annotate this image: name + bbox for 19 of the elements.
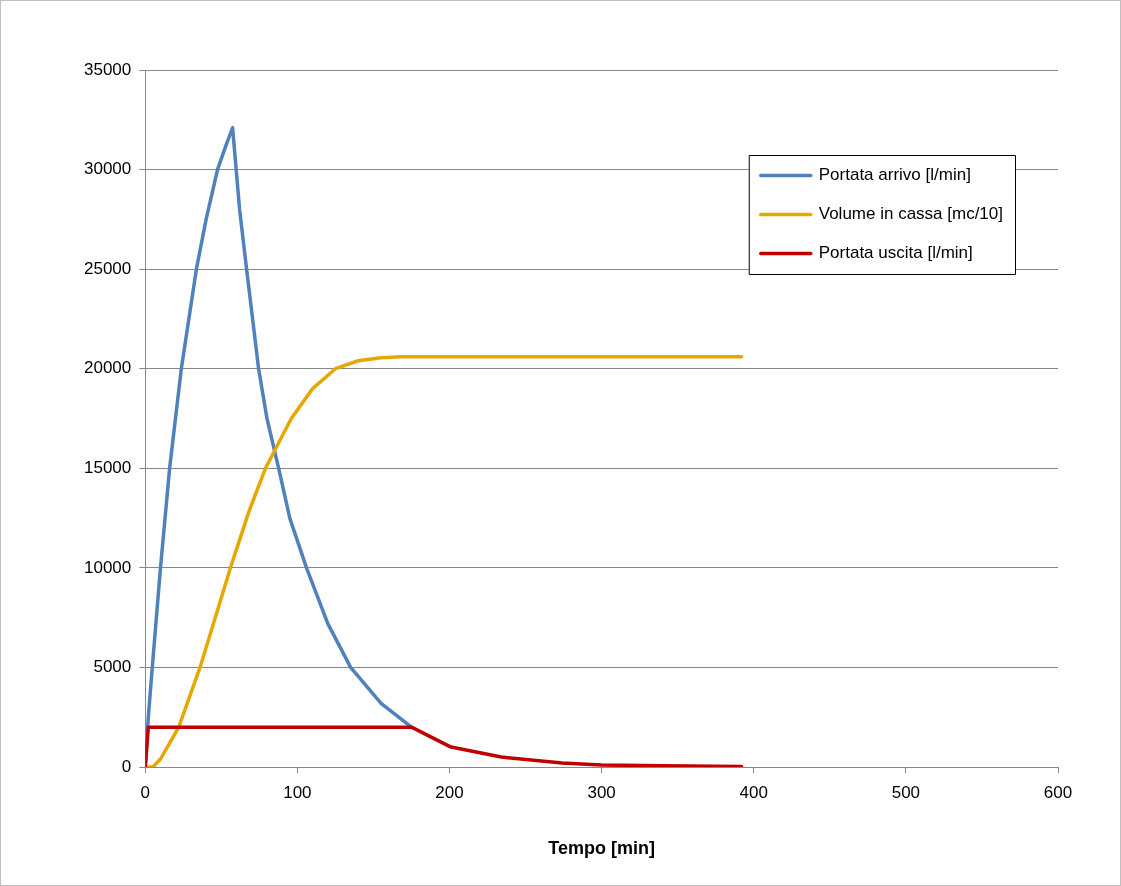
y-tick-label: 30000 xyxy=(83,159,132,179)
y-tick-label: 15000 xyxy=(83,457,132,477)
x-axis-title: Tempo [min] xyxy=(548,838,655,859)
y-tick-label: 20000 xyxy=(83,358,132,378)
x-tick-label: 600 xyxy=(1043,782,1073,802)
x-tick-label: 200 xyxy=(435,782,464,802)
y-tick-label: 10000 xyxy=(83,557,132,577)
y-tick-label: 35000 xyxy=(83,59,132,79)
legend-label: Portata arrivo [l/min] xyxy=(818,165,971,185)
x-tick-label: 300 xyxy=(587,782,616,802)
legend-label: Volume in cassa [mc/10] xyxy=(818,204,1004,224)
x-tick-label: 0 xyxy=(140,782,151,802)
y-tick-label: 5000 xyxy=(93,657,132,677)
legend-label: Portata uscita [l/min] xyxy=(818,243,973,263)
x-tick-label: 500 xyxy=(891,782,921,802)
y-tick-label: 25000 xyxy=(83,258,132,278)
y-tick-label: 0 xyxy=(121,756,132,776)
x-tick-label: 100 xyxy=(283,782,312,802)
x-tick-label: 400 xyxy=(739,782,768,802)
